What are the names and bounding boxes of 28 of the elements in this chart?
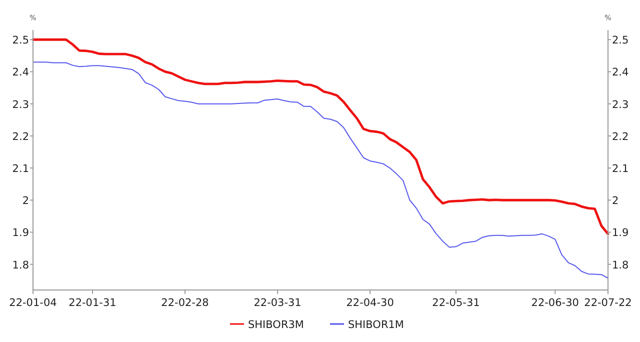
y2-tick-label: 2.4 [612, 66, 630, 79]
y-tick-label: 2.5 [12, 34, 29, 47]
line-series [32, 38, 610, 236]
y-tick-label: 2.1 [12, 163, 29, 176]
x-tick-label: 22-05-31 [432, 297, 480, 309]
legend-label: SHIBOR3M [248, 319, 304, 331]
y-tick-label: 1.8 [12, 259, 29, 272]
x-tick-label: 22-06-30 [531, 297, 579, 309]
y2-tick-label: 1.8 [612, 259, 629, 272]
y2-tick-label: 2 [612, 195, 619, 208]
x-tick-label: 22-01-31 [68, 297, 116, 309]
x-tick-label: 22-02-28 [161, 297, 209, 309]
y-tick-label: 2.2 [12, 130, 29, 143]
y-tick-label: 2.3 [12, 98, 29, 111]
x-tick-label: 22-03-31 [254, 297, 302, 309]
y-tick-label: 2.4 [12, 66, 30, 79]
x-tick-label: 22-01-04 [9, 297, 58, 309]
x-tick-label: 22-07-22 [584, 297, 632, 309]
y-tick-label: 1.9 [12, 227, 29, 240]
y2-tick-label: 2.5 [612, 34, 629, 47]
y-tick-label: 2 [22, 195, 29, 208]
y2-tick-label: 2.1 [612, 163, 629, 176]
line-series [32, 62, 608, 279]
x-tick-label: 22-04-30 [346, 297, 394, 309]
y2-tick-label: 1.9 [612, 227, 629, 240]
y2-tick-label: 2.3 [612, 98, 629, 111]
legend-label: SHIBOR1M [348, 319, 404, 331]
y2-tick-label: 2.2 [612, 130, 629, 143]
